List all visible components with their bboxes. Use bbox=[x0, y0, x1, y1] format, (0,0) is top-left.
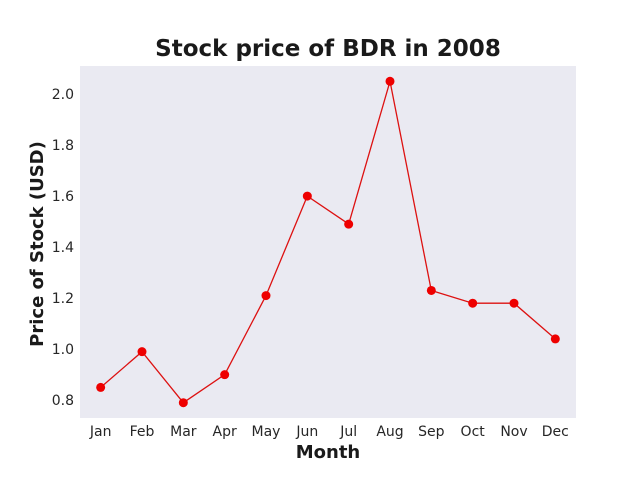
x-tick-label: Jan bbox=[89, 424, 112, 440]
x-tick-label: Apr bbox=[213, 424, 237, 440]
x-tick-label: Jul bbox=[339, 424, 357, 440]
data-point bbox=[178, 398, 188, 408]
x-tick-label: Feb bbox=[130, 424, 155, 440]
y-tick-label: 1.0 bbox=[52, 342, 74, 358]
y-tick-label: 1.4 bbox=[52, 240, 74, 256]
data-point bbox=[96, 382, 106, 392]
data-point bbox=[550, 334, 560, 344]
x-axis-label: Month bbox=[296, 442, 361, 463]
x-tick-label: Sep bbox=[418, 424, 445, 440]
data-point bbox=[385, 76, 395, 86]
x-tick-label: Jun bbox=[295, 424, 318, 440]
y-tick-labels: 0.8 1.0 1.2 1.4 1.6 1.8 2.0 bbox=[52, 87, 74, 409]
series-line bbox=[100, 81, 556, 404]
y-tick-label: 0.8 bbox=[52, 393, 74, 409]
data-point bbox=[468, 298, 478, 308]
data-point bbox=[137, 347, 147, 357]
plot-area bbox=[80, 66, 576, 418]
data-point bbox=[261, 291, 271, 301]
data-point bbox=[509, 298, 519, 308]
x-tick-label: Aug bbox=[376, 424, 403, 440]
data-point bbox=[344, 219, 354, 229]
data-point bbox=[302, 191, 312, 201]
x-tick-label: Mar bbox=[170, 424, 197, 440]
x-tick-labels: Jan Feb Mar Apr May Jun Jul Aug Sep Oct Nov Dec bbox=[89, 424, 569, 440]
data-markers bbox=[96, 76, 560, 408]
x-tick-label: Nov bbox=[500, 424, 527, 440]
chart-title: Stock price of BDR in 2008 bbox=[155, 36, 501, 62]
y-tick-label: 1.8 bbox=[52, 138, 74, 154]
y-axis-label: Price of Stock (USD) bbox=[27, 141, 48, 347]
x-tick-label: Oct bbox=[461, 424, 486, 440]
data-point bbox=[426, 285, 436, 295]
y-tick-label: 1.2 bbox=[52, 291, 74, 307]
y-tick-label: 1.6 bbox=[52, 189, 74, 205]
x-tick-label: May bbox=[252, 424, 281, 440]
data-point bbox=[220, 370, 230, 380]
x-tick-label: Dec bbox=[542, 424, 569, 440]
y-tick-label: 2.0 bbox=[52, 87, 74, 103]
